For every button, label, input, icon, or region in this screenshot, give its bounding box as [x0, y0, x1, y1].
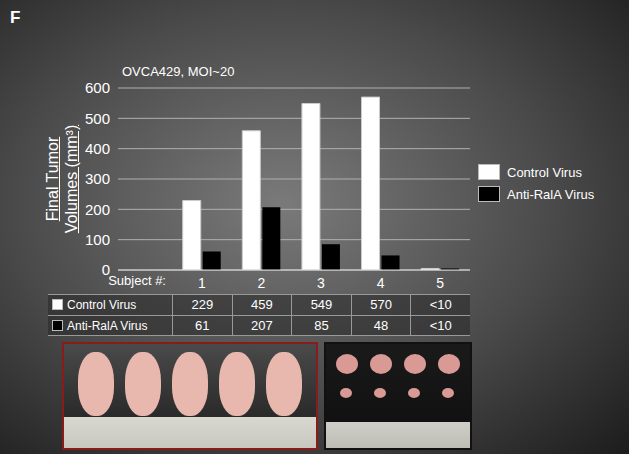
html-text:549: 549 [310, 297, 333, 312]
svg-text:2: 2 [258, 275, 266, 291]
html-text:207: 207 [251, 318, 273, 333]
html-text:Control Virus: Control Virus [67, 297, 137, 312]
html-text:Volumes (mm³): Volumes (mm³) [63, 124, 80, 234]
svg-text:4: 4 [377, 275, 385, 291]
html-text:<10: <10 [429, 318, 452, 333]
html-text:Final Tumor: Final Tumor [44, 136, 61, 222]
svg-text:600: 600 [85, 79, 110, 96]
html-text:Anti-RalA Virus: Anti-RalA Virus [507, 186, 595, 202]
svg-text:5: 5 [436, 275, 444, 291]
svg-text:3: 3 [317, 275, 325, 291]
svg-text:300: 300 [85, 170, 110, 187]
svg-text:200: 200 [85, 201, 110, 218]
html-text:85: 85 [314, 318, 329, 333]
html-text:Control Virus: Control Virus [507, 164, 582, 180]
html-text:229: 229 [191, 297, 214, 312]
svg-text:1: 1 [198, 275, 206, 291]
html-text:459: 459 [251, 297, 273, 312]
html-text:Anti-RalA Virus: Anti-RalA Virus [67, 318, 148, 333]
html-text:<10: <10 [429, 297, 452, 312]
html-text:61: 61 [195, 318, 210, 333]
html-text:48: 48 [373, 318, 389, 333]
svg-text:100: 100 [85, 231, 110, 248]
svg-text:500: 500 [85, 110, 110, 127]
html-text:OVCA429, MOI~20: OVCA429, MOI~20 [122, 64, 235, 79]
html-text:F: F [10, 8, 21, 27]
html-text:570: 570 [370, 297, 392, 312]
svg-text:0: 0 [101, 261, 110, 279]
svg-text:400: 400 [85, 140, 110, 157]
html-text:Subject #:: Subject #: [108, 273, 166, 288]
